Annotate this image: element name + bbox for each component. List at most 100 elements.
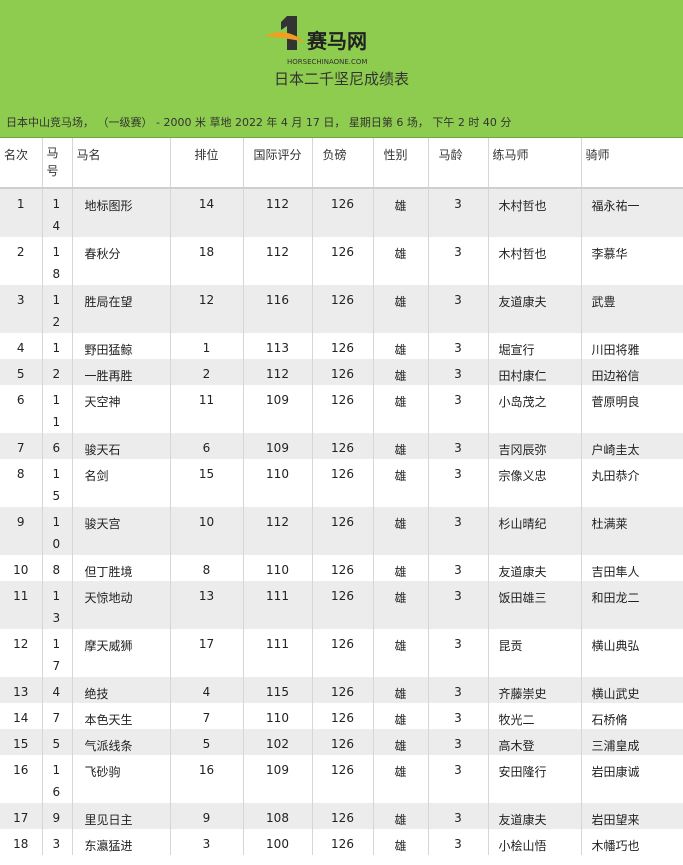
table-cell: 17: [170, 629, 244, 677]
table-cell: 田边裕信: [581, 359, 683, 385]
table-cell: 飞砂驹: [72, 755, 171, 803]
table-cell: 雄: [373, 703, 429, 729]
table-cell: 102: [243, 729, 313, 755]
table-cell: 126: [312, 385, 374, 433]
column-header: 练马师: [488, 138, 582, 189]
column-header: 性别: [373, 138, 429, 189]
table-cell: 16: [170, 755, 244, 803]
table-cell: 6: [42, 433, 73, 459]
table-cell: 友道康夫: [488, 555, 582, 581]
horse-number: 3: [52, 837, 61, 851]
table-cell: 18: [0, 829, 43, 855]
table-cell: 川田将雅: [581, 333, 683, 359]
table-cell: 109: [243, 755, 313, 803]
table-cell: 13: [170, 581, 244, 629]
table-cell: 6: [0, 385, 43, 433]
table-cell: 安田隆行: [488, 755, 582, 803]
table-cell: 岩田康诚: [581, 755, 683, 803]
table-row: 1 14 地标图形 14 112 126 雄 3 木村哲也 福永祐一: [0, 188, 683, 237]
table-cell: 3: [428, 359, 489, 385]
table-cell: 4: [0, 333, 43, 359]
table-cell: 气派线条: [72, 729, 171, 755]
table-cell: 3: [428, 677, 489, 703]
table-cell: 14: [42, 188, 73, 237]
table-cell: 雄: [373, 729, 429, 755]
horse-number: 12: [52, 293, 61, 329]
table-cell: 高木登: [488, 729, 582, 755]
table-cell: 5: [42, 729, 73, 755]
table-cell: 雄: [373, 188, 429, 237]
table-cell: 126: [312, 829, 374, 855]
table-cell: 木幡巧也: [581, 829, 683, 855]
table-cell: 109: [243, 433, 313, 459]
table-cell: 6: [170, 433, 244, 459]
table-cell: 雄: [373, 629, 429, 677]
table-cell: 126: [312, 333, 374, 359]
table-body: 1 14 地标图形 14 112 126 雄 3 木村哲也 福永祐一 2 18 春秋分 18 112 126 雄…: [0, 188, 683, 855]
table-cell: 126: [312, 755, 374, 803]
table-cell: 8: [170, 555, 244, 581]
table-cell: 骏天石: [72, 433, 171, 459]
table-cell: 雄: [373, 459, 429, 507]
table-row: 6 11 天空神 11 109 126 雄 3 小岛茂之 菅原明良: [0, 385, 683, 433]
table-cell: 10: [0, 555, 43, 581]
table-cell: 天空神: [72, 385, 171, 433]
table-cell: 小岛茂之: [488, 385, 582, 433]
table-cell: 15: [0, 729, 43, 755]
column-header: 马号: [42, 138, 73, 189]
table-cell: 126: [312, 677, 374, 703]
table-cell: 3: [428, 333, 489, 359]
table-cell: 10: [170, 507, 244, 555]
table-cell: 昆贡: [488, 629, 582, 677]
table-cell: 110: [243, 459, 313, 507]
table-cell: 14: [0, 703, 43, 729]
table-cell: 17: [0, 803, 43, 829]
results-table: 名次 马号 马名 排位 国际评分 负磅 性别 马龄 练马师 骑师 1 14 地标图形 14 112 126 雄…: [0, 138, 683, 855]
column-header: 负磅: [312, 138, 374, 189]
table-cell: 4: [42, 677, 73, 703]
table-cell: 杉山晴纪: [488, 507, 582, 555]
table-cell: 111: [243, 581, 313, 629]
table-cell: 宗像义忠: [488, 459, 582, 507]
table-row: 18 3 东瀛猛进 3 100 126 雄 3 小桧山悟 木幡巧也: [0, 829, 683, 855]
table-cell: 111: [243, 629, 313, 677]
table-cell: 雄: [373, 829, 429, 855]
table-cell: 112: [243, 188, 313, 237]
table-cell: 112: [243, 237, 313, 285]
table-cell: 126: [312, 285, 374, 333]
table-cell: 雄: [373, 433, 429, 459]
table-cell: 饭田雄三: [488, 581, 582, 629]
table-cell: 14: [170, 188, 244, 237]
table-cell: 18: [42, 237, 73, 285]
table-cell: 5: [170, 729, 244, 755]
table-cell: 春秋分: [72, 237, 171, 285]
table-cell: 126: [312, 581, 374, 629]
column-header: 骑师: [581, 138, 683, 189]
table-row: 7 6 骏天石 6 109 126 雄 3 吉冈辰弥 户崎圭太: [0, 433, 683, 459]
table-row: 8 15 名剑 15 110 126 雄 3 宗像义忠 丸田恭介: [0, 459, 683, 507]
table-row: 12 17 摩天威狮 17 111 126 雄 3 昆贡 横山典弘: [0, 629, 683, 677]
table-cell: 菅原明良: [581, 385, 683, 433]
table-cell: 3: [428, 803, 489, 829]
table-cell: 3: [428, 703, 489, 729]
table-cell: 岩田望来: [581, 803, 683, 829]
table-cell: 126: [312, 359, 374, 385]
table-cell: 15: [170, 459, 244, 507]
table-cell: 木村哲也: [488, 188, 582, 237]
race-info: 日本中山竞马场， （一级赛） - 2000 米 草地 2022 年 4 月 17…: [6, 116, 512, 129]
table-cell: 雄: [373, 385, 429, 433]
table-cell: 126: [312, 507, 374, 555]
table-cell: 户崎圭太: [581, 433, 683, 459]
table-cell: 8: [42, 555, 73, 581]
table-cell: 112: [243, 507, 313, 555]
table-cell: 3: [42, 829, 73, 855]
table-cell: 3: [428, 729, 489, 755]
horse-number: 5: [52, 737, 61, 751]
table-cell: 雄: [373, 803, 429, 829]
table-cell: 绝技: [72, 677, 171, 703]
table-cell: 16: [0, 755, 43, 803]
table-cell: 3: [428, 629, 489, 677]
table-cell: 116: [243, 285, 313, 333]
table-cell: 4: [170, 677, 244, 703]
